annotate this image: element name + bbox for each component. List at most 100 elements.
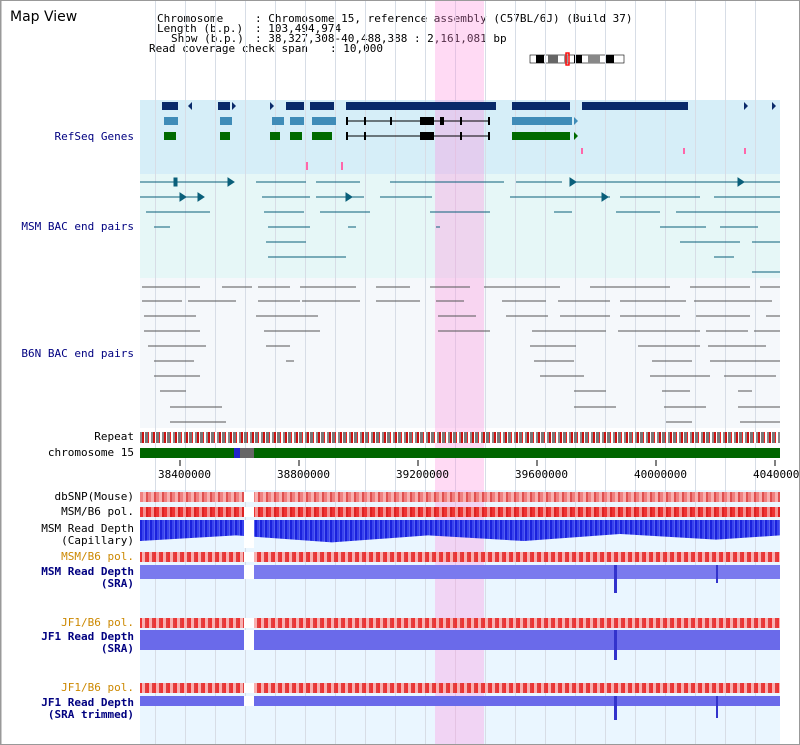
msm-read-depth-sra-sublabel: (SRA) — [100, 577, 134, 590]
bac-end — [197, 192, 205, 202]
jf1-b6-pol-label-2[interactable]: JF1/B6 pol. — [61, 681, 134, 694]
grid-line — [425, 0, 426, 745]
gene-arrow — [188, 102, 192, 110]
msm-read-depth-cap-sublabel: (Capillary) — [61, 534, 134, 547]
grid-line — [365, 0, 366, 745]
repeat-track[interactable] — [140, 432, 780, 443]
gene-exon — [390, 117, 392, 125]
grid-line — [605, 0, 606, 745]
gene-exon — [346, 117, 348, 125]
refseq-row-2 — [164, 117, 578, 125]
gene-block — [220, 132, 230, 140]
msm-bac-track[interactable] — [140, 174, 780, 278]
grid-line — [575, 0, 576, 745]
axis-ticks — [179, 460, 776, 466]
ideogram-band — [536, 55, 544, 63]
jf1-read-depth-sra-sublabel: (SRA) — [100, 642, 134, 655]
jf1-read-depth-trim-gap — [244, 696, 254, 706]
repeat-label: Repeat — [94, 430, 134, 443]
info-chromosome-value: : Chromosome 15, reference assembly (C57… — [255, 12, 633, 25]
b6n-bac-track[interactable] — [140, 280, 780, 428]
snp-marker — [341, 162, 343, 170]
gene-block — [512, 117, 572, 125]
grid-line — [275, 0, 276, 745]
gene-exon — [364, 132, 366, 140]
snp-marker — [744, 148, 746, 154]
gene-block — [290, 117, 304, 125]
jf1-b6-pol-trim-track[interactable] — [140, 683, 780, 693]
info-coverage-value: : 10,000 — [330, 42, 383, 55]
chromosome-ideogram[interactable] — [528, 52, 626, 66]
grid-line — [485, 0, 486, 745]
msm-b6-pol-sra-gap — [244, 552, 254, 562]
bac-end — [173, 177, 178, 187]
chromosome-band — [240, 448, 254, 458]
bac-end — [227, 177, 235, 187]
msm-read-depth-capillary-gap — [244, 520, 254, 548]
snp-marker — [581, 148, 583, 154]
gene-block — [310, 102, 334, 110]
jf1-read-depth-sra-track[interactable] — [140, 630, 780, 650]
grid-line — [185, 0, 186, 745]
grid-line — [725, 0, 726, 745]
gene-block — [162, 102, 178, 110]
jf1-read-depth-sra-gap — [244, 630, 254, 650]
jf1-read-depth-sra-label[interactable]: JF1 Read Depth — [41, 630, 134, 643]
msm-b6-pol-sra-track[interactable] — [140, 552, 780, 562]
dbsnp-label[interactable]: dbSNP(Mouse) — [54, 490, 134, 503]
gene-arrow — [574, 117, 578, 125]
info-show-key: Show (b.p.) — [171, 32, 244, 45]
refseq-genes-track[interactable] — [140, 100, 780, 174]
axis — [140, 460, 780, 490]
gene-exon — [488, 117, 490, 125]
gene-block — [270, 132, 280, 140]
jf1-read-depth-trim-track[interactable] — [140, 696, 780, 706]
axis-tick-label: 39600000 — [515, 468, 568, 481]
msm-read-depth-cap-label[interactable]: MSM Read Depth — [41, 522, 134, 535]
grid-line — [755, 0, 756, 745]
gene-exon — [488, 132, 490, 140]
axis-tick-label: 4040000 — [753, 468, 800, 481]
msm-read-depth-sra-label[interactable]: MSM Read Depth — [41, 565, 134, 578]
ideogram-band — [548, 55, 558, 63]
msm-bac-label[interactable]: MSM BAC end pairs — [21, 220, 134, 233]
map-title: Map View — [10, 9, 78, 25]
jf1-trim-spike — [614, 696, 617, 720]
msm-b6-pol-track[interactable] — [140, 507, 780, 517]
msm-depth-spike — [614, 565, 617, 593]
grid-line — [305, 0, 306, 745]
grid-line — [635, 0, 636, 745]
grid-line — [155, 0, 156, 745]
gene-block — [290, 132, 302, 140]
jf1-read-depth-trim-label[interactable]: JF1 Read Depth — [41, 696, 134, 709]
chromosome-label: chromosome 15 — [47, 446, 134, 459]
msm-depth-spike — [716, 565, 718, 583]
ideogram-band — [574, 55, 582, 63]
gene-block — [512, 132, 570, 140]
grid-line — [335, 0, 336, 745]
gene-arrow — [270, 102, 274, 110]
grid-line — [665, 0, 666, 745]
refseq-genes-label[interactable]: RefSeq Genes — [54, 130, 134, 143]
jf1-read-depth-trim-sublabel: (SRA trimmed) — [47, 708, 134, 721]
axis-tick-label: 40000000 — [634, 468, 687, 481]
gene-exon — [364, 117, 366, 125]
gene-block — [582, 102, 688, 110]
jf1-b6-pol-gap — [244, 618, 254, 628]
jf1-b6-pol-label[interactable]: JF1/B6 pol. — [61, 616, 134, 629]
gene-block — [164, 117, 178, 125]
gene-exon — [346, 132, 348, 140]
b6n-bac-label[interactable]: B6N BAC end pairs — [21, 347, 134, 360]
chromosome-bar[interactable] — [140, 448, 780, 458]
bac-end — [345, 192, 353, 202]
msm-b6-pol-sra-label[interactable]: MSM/B6 pol. — [61, 550, 134, 563]
gene-exon — [420, 132, 434, 140]
ideogram-current-position — [565, 52, 570, 66]
bac-end — [179, 192, 187, 202]
gene-block — [164, 132, 176, 140]
dbsnp-track[interactable] — [140, 492, 780, 502]
msm-read-depth-sra-track[interactable] — [140, 565, 780, 579]
jf1-b6-pol-track[interactable] — [140, 618, 780, 628]
grid-line — [515, 0, 516, 745]
msm-b6-pol-label[interactable]: MSM/B6 pol. — [61, 505, 134, 518]
